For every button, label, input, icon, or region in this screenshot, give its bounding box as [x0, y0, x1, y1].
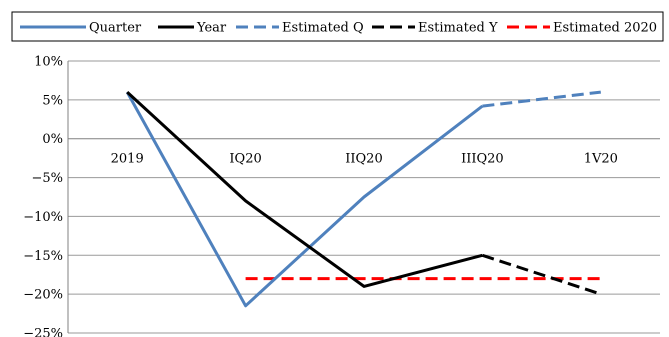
y-tick-label: −15%: [23, 249, 63, 264]
legend-box: [11, 11, 664, 42]
legend-label: Quarter: [89, 21, 142, 36]
y-tick-label: 0%: [42, 132, 63, 147]
series-line-quarter: [125, 91, 484, 308]
grid-lines: [67, 60, 660, 334]
x-tick-label: 1V20: [584, 152, 618, 167]
y-axis-ticks: 10% 5% 0% −5% −10% −15% −20% −25%: [23, 55, 63, 337]
y-tick-label: −10%: [23, 210, 63, 225]
legend-label: Estimated Y: [418, 21, 498, 36]
legend-label: Year: [196, 21, 227, 36]
x-axis-ticks: 2019 IQ20 IIQ20 IIIQ20 1V20: [111, 152, 618, 167]
y-tick-label: −5%: [31, 171, 63, 186]
y-tick-label: 5%: [42, 93, 63, 108]
legend-label: Estimated 2020: [553, 21, 657, 36]
y-tick-label: −20%: [23, 288, 63, 303]
legend-label: Estimated Q: [282, 21, 364, 36]
y-tick-label: 10%: [34, 55, 63, 70]
series-line-estimated-y: [481, 253, 602, 296]
x-tick-label: IIIQ20: [461, 152, 504, 167]
series-line-year: [126, 90, 483, 288]
series-lines: [125, 90, 602, 308]
y-tick-label: −25%: [23, 327, 63, 337]
series-line-estimated-q: [482, 90, 601, 108]
legend: Quarter Year Estimated Q Estimated Y Estimat…: [11, 11, 664, 42]
x-tick-label: IIQ20: [345, 152, 382, 167]
x-tick-label: 2019: [111, 152, 144, 167]
x-tick-label: IQ20: [229, 152, 261, 167]
